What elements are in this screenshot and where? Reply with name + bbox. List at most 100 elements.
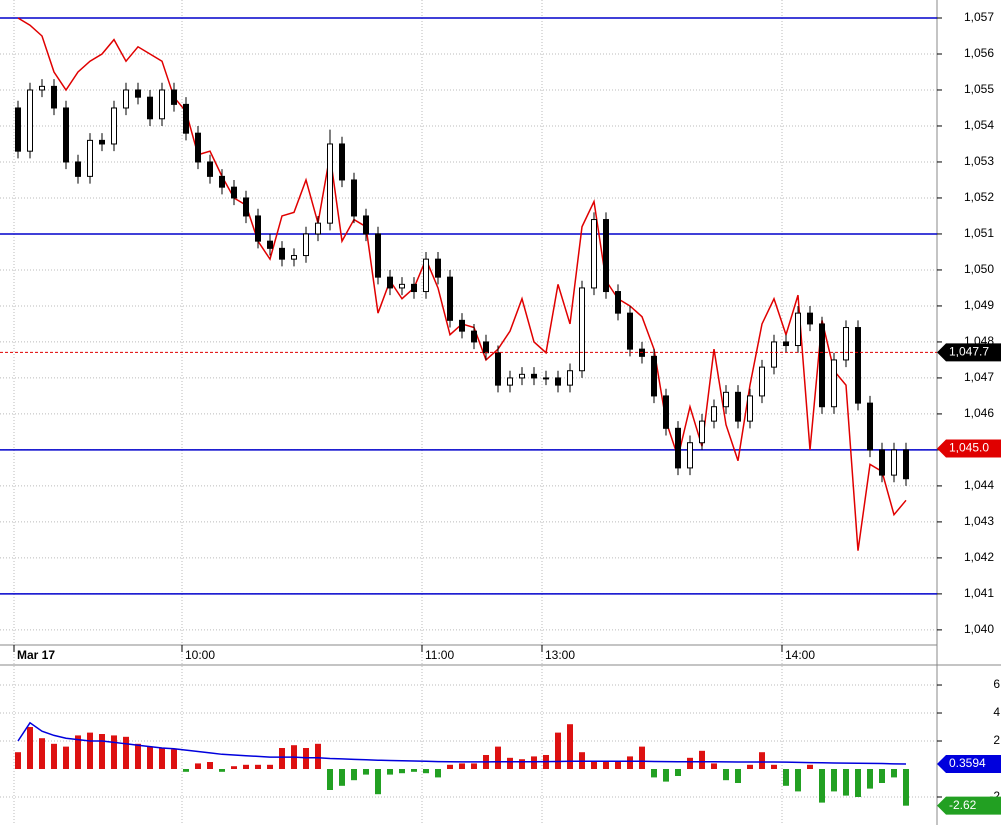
x-tick-label: 14:00 xyxy=(785,648,815,662)
candle-body xyxy=(279,247,285,260)
candle-body xyxy=(687,442,693,469)
y-tick-label: 1,042 xyxy=(964,550,994,564)
candle-body xyxy=(711,406,717,422)
histogram-bar xyxy=(159,748,165,770)
candle-body xyxy=(843,327,849,361)
histogram-bar xyxy=(567,724,573,770)
histogram-bar xyxy=(27,727,33,770)
y-tick-label: 1,057 xyxy=(964,10,994,24)
y-tick-label: 1,053 xyxy=(964,154,994,168)
candle-body xyxy=(375,233,381,278)
candle-body xyxy=(51,85,57,109)
histogram-bar xyxy=(507,757,513,770)
candle-body xyxy=(339,143,345,181)
candle-body xyxy=(555,377,561,386)
y-tick-label: 1,040 xyxy=(964,622,994,636)
histogram-bar xyxy=(195,763,201,770)
histogram-bar xyxy=(759,752,765,770)
candle-body xyxy=(507,377,513,386)
histogram-bar xyxy=(879,769,885,784)
candle-body xyxy=(387,276,393,289)
histogram-bar xyxy=(351,769,357,781)
candle-body xyxy=(567,370,573,386)
y-tick-label: 1,046 xyxy=(964,406,994,420)
histogram-bar xyxy=(255,764,261,770)
y-tick-label: 1,047 xyxy=(964,370,994,384)
price-flag xyxy=(937,439,1001,458)
histogram-bar xyxy=(111,735,117,770)
candle-body xyxy=(303,233,309,257)
candle-body xyxy=(603,219,609,293)
histogram-bar xyxy=(135,743,141,770)
price-flag xyxy=(937,796,1001,815)
histogram-bar xyxy=(471,763,477,770)
histogram-bar xyxy=(75,735,81,770)
candle-body xyxy=(87,139,93,177)
histogram-bar xyxy=(87,732,93,770)
candle-body xyxy=(195,132,201,163)
candle-body xyxy=(171,89,177,105)
candle-body xyxy=(327,143,333,224)
candle-body xyxy=(819,323,825,408)
histogram-bar xyxy=(831,769,837,792)
histogram-bar xyxy=(447,764,453,770)
histogram-bar xyxy=(411,769,417,772)
histogram-bar xyxy=(399,769,405,774)
candle-body xyxy=(807,312,813,325)
candle-body xyxy=(591,219,597,289)
x-tick-label: 11:00 xyxy=(425,648,454,662)
candle-body xyxy=(315,222,321,235)
candle-body xyxy=(519,373,525,379)
candle-body xyxy=(39,85,45,91)
candle-body xyxy=(447,276,453,321)
histogram-bar xyxy=(723,769,729,781)
indicator-line xyxy=(17,721,907,765)
candle-body xyxy=(75,161,81,177)
histogram-bar xyxy=(459,763,465,770)
price-flag xyxy=(937,754,1001,773)
histogram-bar xyxy=(699,750,705,770)
histogram-bar xyxy=(435,769,441,778)
candle-body xyxy=(363,215,369,235)
candle-body xyxy=(27,89,33,152)
y-tick-label: 1,044 xyxy=(964,478,994,492)
histogram-bar xyxy=(531,756,537,770)
y-tick-label: 1,056 xyxy=(964,46,994,60)
y-tick-label: 1,055 xyxy=(964,82,994,96)
histogram-bar xyxy=(99,734,105,770)
candle-body xyxy=(615,291,621,314)
histogram-bar xyxy=(639,746,645,770)
candle-body xyxy=(231,186,237,199)
histogram-bar xyxy=(183,769,189,772)
histogram-bar xyxy=(327,769,333,791)
histogram-bar xyxy=(423,769,429,774)
histogram-bar xyxy=(279,748,285,770)
candle-body xyxy=(579,287,585,372)
candle-body xyxy=(783,341,789,347)
candle-body xyxy=(867,402,873,451)
histogram-bar xyxy=(39,738,45,770)
histogram-bar xyxy=(123,736,129,770)
histogram-bar xyxy=(663,769,669,782)
candle-body xyxy=(735,391,741,422)
x-tick-label: 10:00 xyxy=(185,648,215,662)
histogram-bar xyxy=(591,760,597,770)
histogram-bar xyxy=(15,752,21,770)
y-tick-label: 1,043 xyxy=(964,514,994,528)
histogram-bar xyxy=(735,769,741,784)
candle-body xyxy=(759,366,765,397)
histogram-bar xyxy=(843,769,849,796)
histogram-bar xyxy=(315,743,321,770)
histogram-bar xyxy=(711,763,717,770)
histogram-bar xyxy=(219,769,225,772)
histogram-bar xyxy=(603,762,609,770)
y-tick-label: 1,054 xyxy=(964,118,994,132)
histogram-bar xyxy=(375,769,381,795)
candle-body xyxy=(471,330,477,343)
y-tick-label: -2 xyxy=(989,789,1000,803)
candle-body xyxy=(63,107,69,163)
candle-body xyxy=(351,179,357,217)
candle-body xyxy=(795,312,801,347)
histogram-bar xyxy=(867,769,873,789)
histogram-bar xyxy=(171,749,177,770)
